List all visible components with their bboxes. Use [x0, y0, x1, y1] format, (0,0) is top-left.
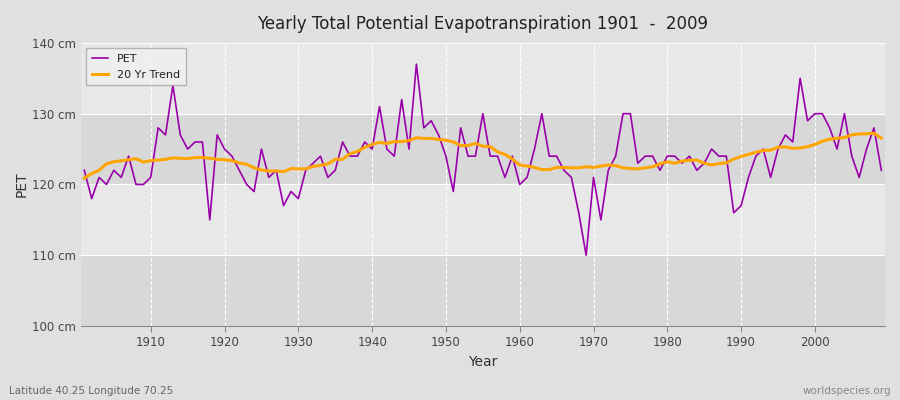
20 Yr Trend [876, 136, 886, 140]
Bar [81, 43, 885, 114]
Bar [81, 184, 885, 255]
20 Yr Trend [514, 162, 525, 167]
X-axis label: Year: Year [468, 355, 498, 369]
Text: worldspecies.org: worldspecies.org [803, 386, 891, 396]
Legend: PET, 20 Yr Trend: PET, 20 Yr Trend [86, 48, 186, 85]
20 Yr Trend [301, 166, 311, 171]
Line: PET: PET [85, 64, 881, 255]
20 Yr Trend [507, 156, 517, 161]
PET [138, 182, 148, 187]
PET [301, 168, 311, 173]
20 Yr Trend [345, 151, 356, 156]
20 Yr Trend [79, 176, 90, 180]
PET [411, 62, 422, 66]
Bar [81, 255, 885, 326]
20 Yr Trend [603, 162, 614, 167]
PET [876, 168, 886, 173]
Bar [81, 114, 885, 184]
PET [522, 175, 533, 180]
PET [580, 253, 591, 258]
Title: Yearly Total Potential Evapotranspiration 1901  -  2009: Yearly Total Potential Evapotranspiratio… [257, 15, 708, 33]
Line: 20 Yr Trend: 20 Yr Trend [85, 133, 881, 178]
PET [617, 111, 628, 116]
20 Yr Trend [138, 160, 148, 164]
PET [514, 182, 525, 187]
PET [79, 168, 90, 173]
Text: Latitude 40.25 Longitude 70.25: Latitude 40.25 Longitude 70.25 [9, 386, 173, 396]
PET [345, 154, 356, 158]
Y-axis label: PET: PET [15, 172, 29, 197]
20 Yr Trend [868, 131, 879, 136]
